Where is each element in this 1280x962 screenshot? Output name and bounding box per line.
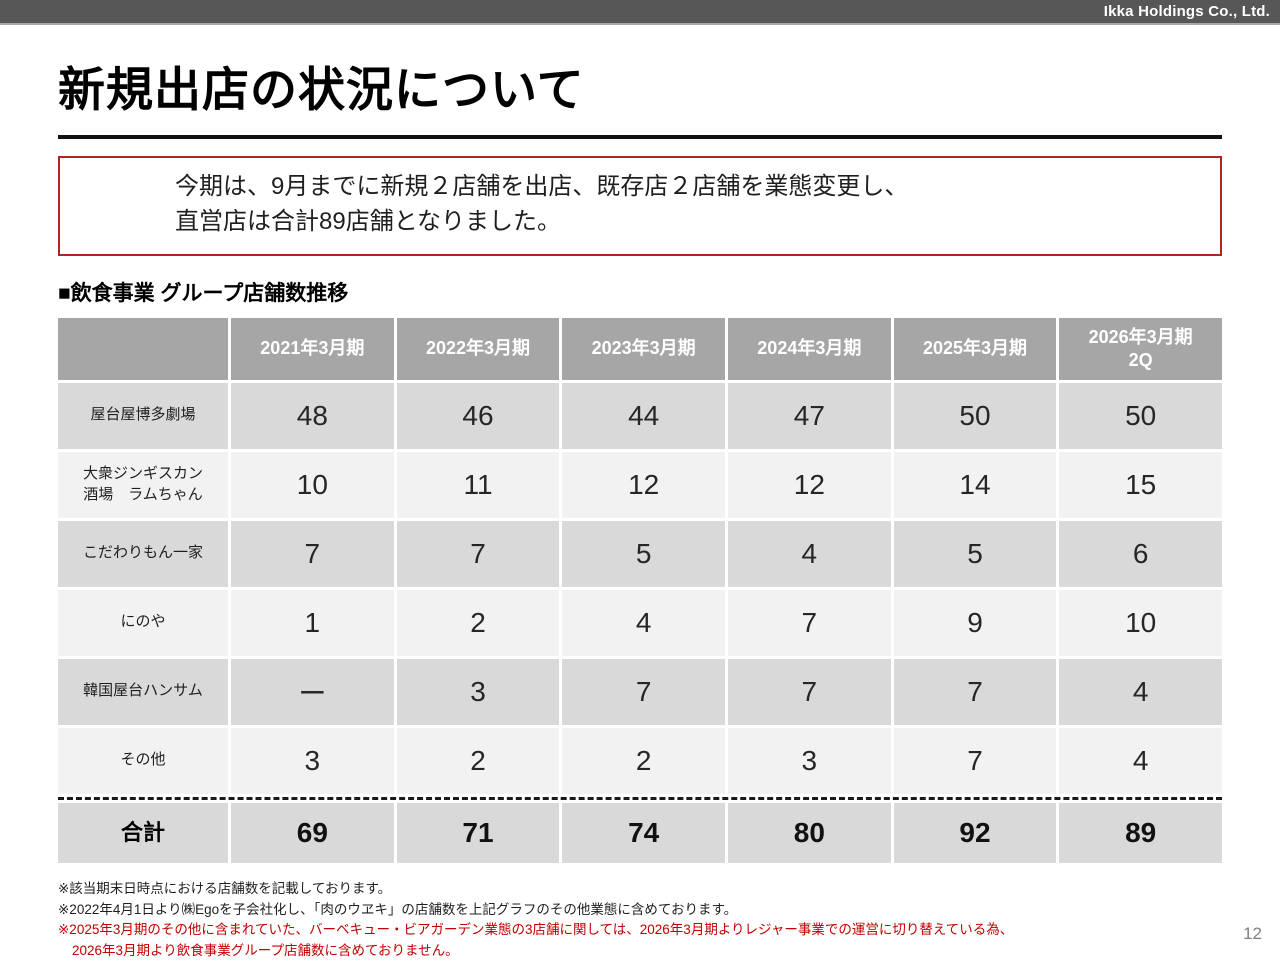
footnote-line: ※2022年4月1日より㈱Egoを子会社化し、「肉のウヱキ」の店舗数を上記グラフ… — [58, 901, 738, 917]
cell-value: 15 — [1059, 451, 1222, 518]
cell-value: 12 — [562, 451, 725, 518]
cell-value: 50 — [1059, 382, 1222, 449]
table-header-row: 2021年3月期 2022年3月期 2023年3月期 2024年3月期 2025… — [58, 317, 1222, 380]
cell-value: 10 — [1059, 589, 1222, 656]
section-heading: ■飲食事業 グループ店舗数推移 — [58, 281, 349, 305]
total-value: 89 — [1059, 802, 1222, 863]
total-label: 合計 — [58, 802, 228, 863]
cell-value: 47 — [728, 382, 891, 449]
slide-content: 新規出店の状況について 今期は、9月までに新規２店舗を出店、既存店２店舗を業態変… — [0, 51, 1280, 962]
footnotes: ※該当期末日時点における店舗数を記載しております。 ※2022年4月1日より㈱E… — [58, 879, 1222, 962]
cell-value: 7 — [396, 520, 560, 587]
total-value: 71 — [396, 802, 560, 863]
cell-value: 6 — [1059, 520, 1222, 587]
table-total-row: 合計 69 71 74 80 92 89 — [58, 802, 1222, 863]
table-row: こだわりもん一家 7 7 5 4 5 6 — [58, 520, 1222, 587]
cell-value: 5 — [562, 520, 725, 587]
corner-cell — [58, 317, 228, 380]
title-underline — [58, 135, 1222, 139]
column-header-2023: 2023年3月期 — [562, 317, 725, 380]
table-row: にのや 1 2 4 7 9 10 — [58, 589, 1222, 656]
row-label: 韓国屋台ハンサム — [58, 658, 228, 725]
column-header-2025: 2025年3月期 — [893, 317, 1057, 380]
cell-value: 3 — [396, 658, 560, 725]
table-row: 大衆ジンギスカン 酒場 ラムちゃん 10 11 12 12 14 15 — [58, 451, 1222, 518]
cell-value: 7 — [231, 520, 394, 587]
cell-value: 44 — [562, 382, 725, 449]
table-row: その他 3 2 2 3 7 4 — [58, 727, 1222, 794]
page-title: 新規出店の状況について — [58, 63, 585, 116]
footnote-line: ※該当期末日時点における店舗数を記載しております。 — [58, 880, 392, 896]
summary-line-1: 今期は、9月までに新規２店舗を出店、既存店２店舗を業態変更し、 — [175, 173, 909, 200]
column-header-2021: 2021年3月期 — [231, 317, 394, 380]
cell-value: 7 — [893, 727, 1057, 794]
cell-value: 11 — [396, 451, 560, 518]
cell-value: 10 — [231, 451, 394, 518]
column-header-2026-2q: 2026年3月期 2Q — [1059, 317, 1222, 380]
cell-value: 7 — [893, 658, 1057, 725]
table-row: 屋台屋博多劇場 48 46 44 47 50 50 — [58, 382, 1222, 449]
column-header-2022: 2022年3月期 — [396, 317, 560, 380]
row-label: その他 — [58, 727, 228, 794]
row-label: 屋台屋博多劇場 — [58, 382, 228, 449]
row-label: にのや — [58, 589, 228, 656]
cell-value: 7 — [728, 658, 891, 725]
total-value: 80 — [728, 802, 891, 863]
total-divider — [58, 796, 1222, 800]
cell-value: 3 — [728, 727, 891, 794]
cell-value: 4 — [728, 520, 891, 587]
cell-value: 46 — [396, 382, 560, 449]
cell-value: ー — [231, 658, 394, 725]
total-value: 92 — [893, 802, 1057, 863]
summary-highlight-box: 今期は、9月までに新規２店舗を出店、既存店２店舗を業態変更し、 直営店は合計89… — [58, 156, 1222, 256]
cell-value: 1 — [231, 589, 394, 656]
cell-value: 7 — [562, 658, 725, 725]
cell-value: 12 — [728, 451, 891, 518]
footnote-line: 2026年3月期より飲食事業グループ店舗数に含めておりません。 — [72, 943, 459, 959]
cell-value: 14 — [893, 451, 1057, 518]
row-label: こだわりもん一家 — [58, 520, 228, 587]
cell-value: 4 — [1059, 658, 1222, 725]
cell-value: 9 — [893, 589, 1057, 656]
total-value: 74 — [562, 802, 725, 863]
cell-value: 50 — [893, 382, 1057, 449]
cell-value: 48 — [231, 382, 394, 449]
footnote-line: ※2025年3月期のその他に含まれていた、バーベキュー・ビアガーデン業態の3店舗… — [58, 922, 1014, 938]
cell-value: 5 — [893, 520, 1057, 587]
table-row: 韓国屋台ハンサム ー 3 7 7 7 4 — [58, 658, 1222, 725]
cell-value: 4 — [562, 589, 725, 656]
cell-value: 2 — [396, 727, 560, 794]
company-header-bar: Ikka Holdings Co., Ltd. — [0, 0, 1280, 25]
company-name: Ikka Holdings Co., Ltd. — [1103, 3, 1270, 20]
cell-value: 4 — [1059, 727, 1222, 794]
store-count-table: 2021年3月期 2022年3月期 2023年3月期 2024年3月期 2025… — [58, 317, 1222, 863]
table-body: 屋台屋博多劇場 48 46 44 47 50 50 大衆ジンギスカン 酒場 ラム… — [58, 382, 1222, 794]
cell-value: 2 — [396, 589, 560, 656]
row-label: 大衆ジンギスカン 酒場 ラムちゃん — [58, 451, 228, 518]
total-value: 69 — [231, 802, 394, 863]
cell-value: 2 — [562, 727, 725, 794]
summary-line-2: 直営店は合計89店舗となりました。 — [175, 207, 561, 235]
column-header-2024: 2024年3月期 — [728, 317, 891, 380]
page-number: 12 — [1243, 924, 1262, 943]
cell-value: 7 — [728, 589, 891, 656]
cell-value: 3 — [231, 727, 394, 794]
